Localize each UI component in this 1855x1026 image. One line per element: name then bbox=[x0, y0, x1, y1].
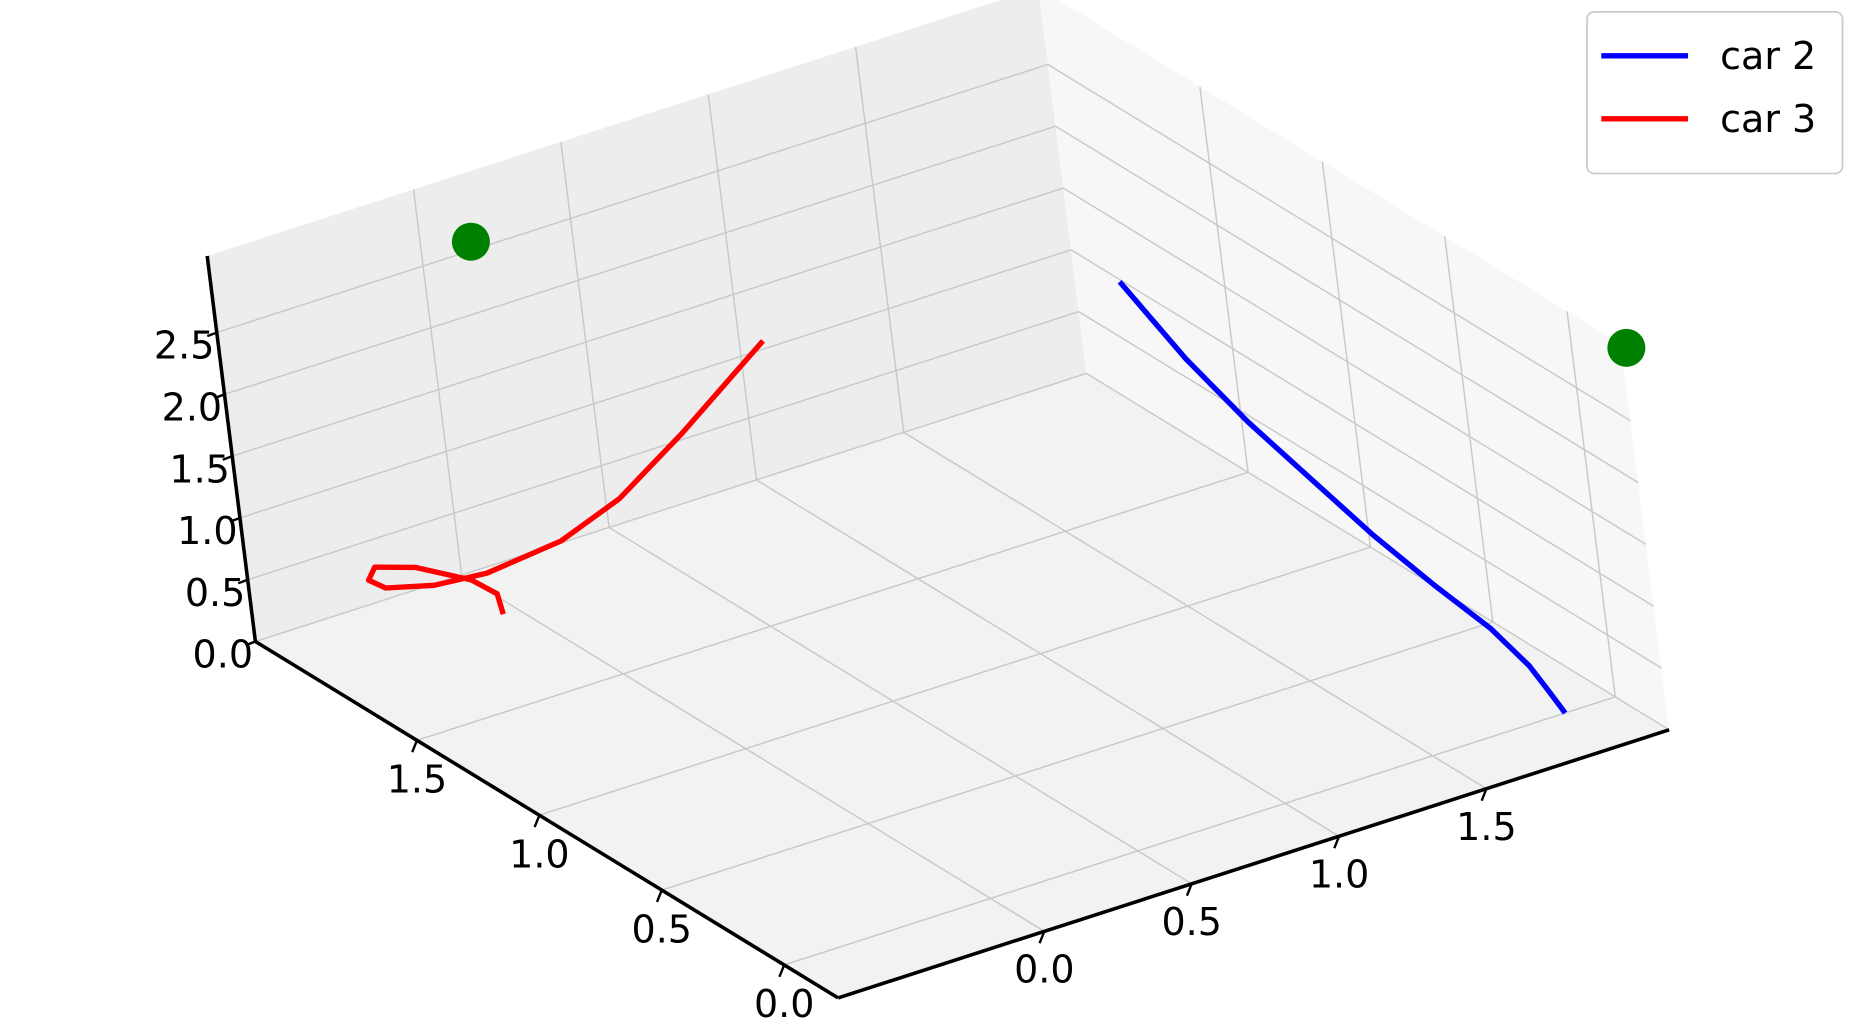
grid-line bbox=[1047, 63, 1631, 422]
right-pane bbox=[1039, 0, 1670, 730]
axis-line bbox=[837, 728, 1670, 1000]
axis-line bbox=[254, 640, 839, 1000]
x-tick-label: 0.0 bbox=[754, 982, 814, 1022]
z-tick-label: 0.5 bbox=[185, 571, 245, 615]
grid-line bbox=[1321, 161, 1372, 548]
legend-label: car 2 bbox=[1720, 34, 1816, 78]
tick-mark bbox=[778, 964, 786, 978]
tick-mark bbox=[655, 889, 663, 903]
tick-mark bbox=[411, 739, 419, 753]
grid-line bbox=[560, 141, 610, 528]
legend-label: car 3 bbox=[1720, 97, 1816, 141]
z-tick-label: 0.0 bbox=[193, 633, 253, 677]
grid-line bbox=[539, 546, 1371, 816]
grid-line bbox=[1055, 125, 1639, 484]
grid-line bbox=[416, 471, 1249, 742]
grid-line bbox=[783, 696, 1616, 966]
x-tick-label: 1.5 bbox=[387, 758, 447, 802]
grid-line bbox=[216, 63, 1049, 334]
z-tick-label: 2.0 bbox=[162, 385, 222, 429]
y-tick-label: 0.5 bbox=[1161, 900, 1221, 944]
trajectory bbox=[365, 339, 765, 615]
grid-line bbox=[1070, 249, 1655, 607]
x-tick-label: 0.5 bbox=[632, 907, 692, 951]
tick-mark bbox=[237, 578, 249, 585]
grid-line bbox=[1086, 372, 1670, 731]
grid-line bbox=[247, 310, 1079, 581]
grid-line bbox=[255, 372, 1087, 643]
legend-box bbox=[1586, 10, 1844, 175]
tick-mark bbox=[206, 331, 218, 338]
axis-line bbox=[205, 255, 258, 642]
target-point bbox=[1607, 328, 1646, 367]
y-tick-label: 1.0 bbox=[1309, 852, 1369, 896]
grid-line bbox=[239, 249, 1072, 519]
tick-mark bbox=[222, 455, 233, 461]
grid-line bbox=[756, 479, 1340, 837]
tick-mark bbox=[1038, 930, 1046, 944]
grid-line bbox=[707, 94, 758, 481]
tick-mark bbox=[1480, 788, 1488, 802]
target-point bbox=[451, 222, 490, 261]
grid-line bbox=[1566, 311, 1616, 697]
tick-mark bbox=[245, 640, 256, 647]
tick-mark bbox=[533, 814, 541, 828]
grid-line bbox=[903, 431, 1487, 790]
grid-line bbox=[661, 621, 1494, 891]
y-tick-label: 0.0 bbox=[1014, 947, 1074, 991]
trajectory bbox=[1117, 280, 1568, 715]
y-tick-label: 1.5 bbox=[1456, 805, 1516, 849]
grid-line bbox=[1443, 236, 1494, 623]
grid-line bbox=[854, 46, 905, 433]
grid-line bbox=[1078, 311, 1662, 669]
tick-mark bbox=[230, 516, 241, 523]
grid-line bbox=[232, 187, 1064, 457]
tick-mark bbox=[1185, 883, 1193, 897]
x-tick-label: 1.0 bbox=[509, 833, 569, 877]
grid-line bbox=[461, 574, 1045, 932]
grid-line bbox=[1062, 187, 1647, 546]
left-pane bbox=[207, 0, 1087, 642]
z-tick-label: 1.0 bbox=[177, 509, 237, 553]
z-tick-label: 2.5 bbox=[154, 324, 214, 368]
z-tick-label: 1.5 bbox=[169, 447, 229, 491]
grid-line bbox=[224, 125, 1056, 396]
grid-line bbox=[412, 189, 463, 576]
tick-mark bbox=[1333, 835, 1341, 849]
grid-line bbox=[608, 526, 1193, 885]
grid-line bbox=[1199, 86, 1249, 473]
tick-mark bbox=[214, 393, 225, 400]
floor-pane bbox=[255, 373, 1670, 998]
